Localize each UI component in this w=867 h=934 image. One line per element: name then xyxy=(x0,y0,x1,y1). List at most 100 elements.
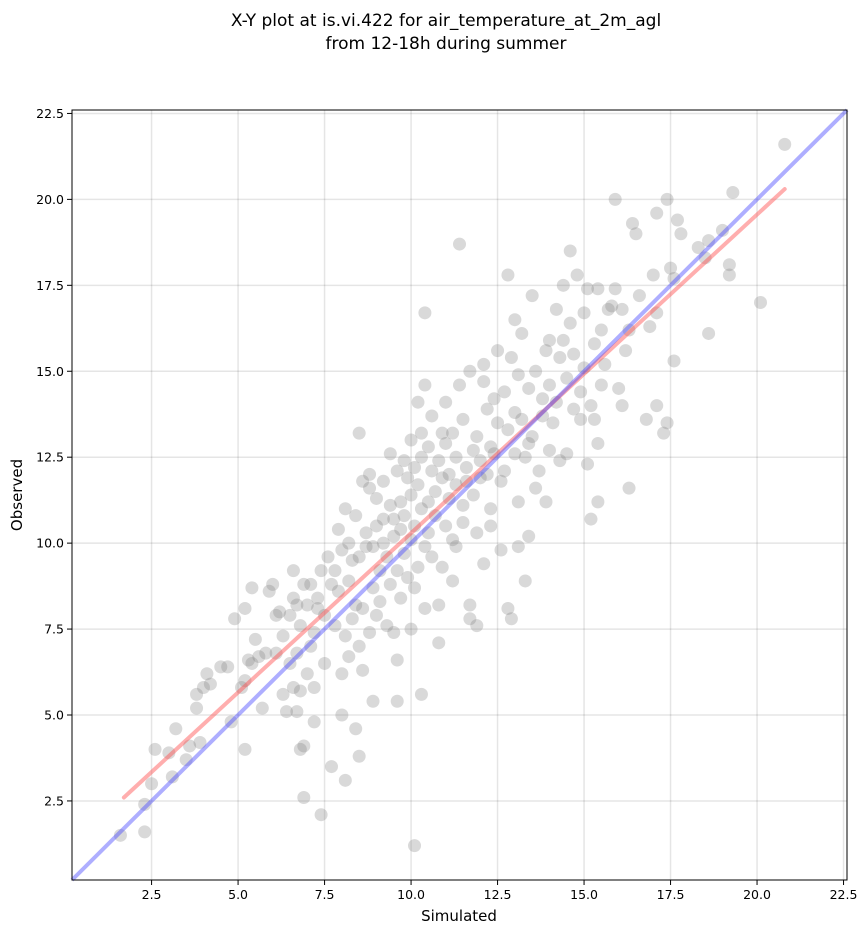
data-point xyxy=(252,650,266,664)
data-point xyxy=(432,636,446,650)
data-point xyxy=(594,323,608,337)
data-point xyxy=(293,619,307,633)
data-point xyxy=(397,454,411,468)
data-point xyxy=(674,227,688,241)
data-point xyxy=(324,760,338,774)
data-point xyxy=(286,591,300,605)
data-point xyxy=(359,526,373,540)
data-point xyxy=(363,626,377,639)
data-point xyxy=(390,464,404,478)
x-tick-label: 7.5 xyxy=(315,887,335,902)
y-tick-label: 17.5 xyxy=(36,278,64,293)
data-point xyxy=(352,550,366,564)
data-point xyxy=(421,526,435,540)
data-point xyxy=(338,629,352,643)
data-point xyxy=(235,681,249,694)
data-point xyxy=(366,581,380,595)
x-tick-label: 20.0 xyxy=(743,887,771,902)
data-point xyxy=(331,584,345,598)
data-point xyxy=(497,464,511,478)
data-point xyxy=(511,540,525,554)
data-point xyxy=(560,371,574,385)
data-point xyxy=(369,519,383,533)
data-point xyxy=(165,770,179,784)
data-point xyxy=(515,326,529,340)
data-point xyxy=(283,656,297,670)
data-point xyxy=(238,674,252,688)
data-point xyxy=(179,753,193,767)
data-point xyxy=(508,447,522,461)
data-point xyxy=(542,378,556,392)
data-point xyxy=(428,509,442,523)
data-point xyxy=(411,395,425,409)
data-point xyxy=(162,746,176,760)
data-point xyxy=(190,701,204,715)
data-point xyxy=(380,550,394,564)
data-point xyxy=(390,564,404,578)
data-point xyxy=(497,385,511,399)
data-point xyxy=(487,447,501,461)
data-point xyxy=(414,687,428,701)
data-point xyxy=(352,749,366,763)
data-point xyxy=(511,495,525,509)
data-point xyxy=(574,385,588,399)
data-point xyxy=(466,443,480,457)
data-point xyxy=(446,426,460,440)
chart-title: X-Y plot at is.vi.422 for air_temperatur… xyxy=(231,11,661,31)
data-point xyxy=(453,237,466,251)
identity-line xyxy=(70,108,849,882)
data-point xyxy=(553,351,567,364)
data-point xyxy=(335,667,349,681)
data-point xyxy=(290,598,304,612)
data-point xyxy=(345,553,359,567)
data-point xyxy=(390,653,404,667)
data-point xyxy=(373,564,387,578)
data-point xyxy=(605,299,619,313)
data-point xyxy=(622,481,636,495)
data-point xyxy=(473,454,487,468)
data-point xyxy=(352,426,366,440)
data-point xyxy=(508,313,522,327)
data-point xyxy=(608,282,622,296)
data-point xyxy=(577,306,591,320)
data-point xyxy=(463,364,477,378)
data-point xyxy=(567,347,581,361)
data-point xyxy=(113,828,127,842)
data-point xyxy=(435,560,449,574)
data-point xyxy=(190,687,204,701)
data-point xyxy=(657,426,671,440)
data-point xyxy=(511,368,525,382)
data-point xyxy=(290,646,304,660)
data-point xyxy=(421,440,435,454)
x-tick-label: 10.0 xyxy=(397,887,425,902)
data-point xyxy=(459,474,473,488)
data-point xyxy=(425,550,439,564)
data-point xyxy=(273,605,287,619)
data-point xyxy=(567,402,581,416)
y-tick-label: 5.0 xyxy=(44,708,64,723)
data-point xyxy=(300,598,314,612)
data-point xyxy=(183,739,197,753)
data-point xyxy=(518,574,532,588)
data-point xyxy=(356,601,370,615)
data-point xyxy=(646,268,660,282)
data-point xyxy=(435,471,449,485)
data-point xyxy=(439,395,453,409)
data-point xyxy=(643,320,657,334)
data-point xyxy=(581,457,595,471)
data-point xyxy=(584,399,598,413)
data-point xyxy=(518,450,532,464)
data-point xyxy=(667,354,681,368)
data-point xyxy=(269,608,283,622)
data-point xyxy=(574,412,588,426)
data-point xyxy=(138,825,152,839)
data-point xyxy=(387,512,401,526)
data-point xyxy=(591,282,605,296)
data-point xyxy=(660,416,674,430)
data-point xyxy=(335,543,349,557)
data-point xyxy=(238,601,252,615)
data-point xyxy=(594,378,608,392)
data-point xyxy=(248,632,262,646)
data-point xyxy=(408,839,422,853)
